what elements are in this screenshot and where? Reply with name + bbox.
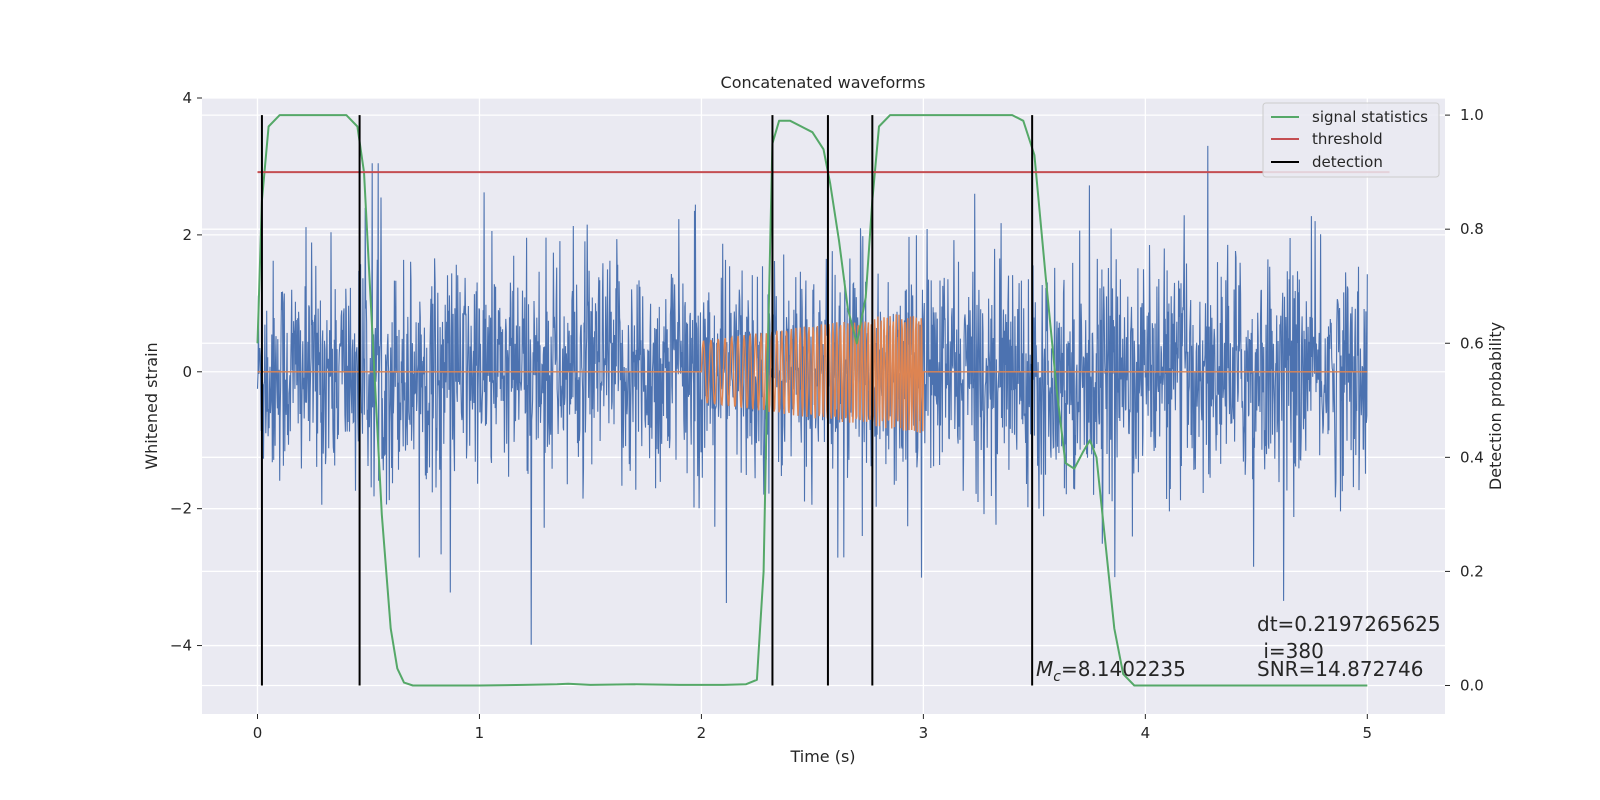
y-left-tick-label: −2 [170,500,192,518]
series-layer [256,114,1390,687]
x-tick-label: 4 [1141,724,1151,742]
snr-annotation: SNR=14.872746 [1257,657,1423,681]
dt-annotation: dt=0.2197265625 [1257,612,1441,636]
y-left-tick-label: 2 [182,226,192,244]
y-right-tick-label: 0.2 [1460,562,1484,580]
y-right-tick-label: 0.6 [1460,334,1484,352]
legend-entry-signal-statistics: signal statistics [1271,108,1428,126]
legend-entry-threshold: threshold [1271,130,1383,148]
x-tick-label: 2 [697,724,707,742]
legend-label: threshold [1312,130,1383,148]
x-axis-label: Time (s) [789,747,855,766]
y-right-tick-label: 0.4 [1460,448,1484,466]
legend-box [1262,102,1440,178]
y-right-tick-label: 0.8 [1460,220,1484,238]
legend: signal statistics threshold detection [1262,102,1440,178]
y-axis-label-left: Whitened strain [142,342,161,469]
x-tick-label: 5 [1363,724,1373,742]
y-left-tick-label: −4 [170,637,192,655]
series-injected-waveform [257,314,1368,433]
y-left-tick-label: 0 [182,363,192,381]
chirp-mass-annotation: Mc=8.1402235 [1036,657,1186,685]
x-tick-label: 0 [253,724,263,742]
annotations: Mc=8.1402235 dt=0.2197265625 i=380 SNR=1… [1036,612,1441,685]
axes: 0 1 2 3 4 5 4 2 0 −2 −4 1.0 0.8 0.6 0.4 0.2 0.0 [170,89,1484,742]
legend-entry-detection: detection [1271,153,1383,171]
y-right-tick-label: 0.0 [1460,676,1484,694]
y-right-tick-label: 1.0 [1460,106,1484,124]
legend-label: detection [1312,153,1383,171]
chart-title: Concatenated waveforms [721,73,926,92]
y-axis-label-right: Detection probability [1486,322,1505,490]
legend-label: signal statistics [1312,108,1428,126]
x-tick-label: 3 [919,724,929,742]
detection-lines [260,115,1034,686]
index-annotation: i=380 [1257,639,1324,663]
x-tick-label: 1 [475,724,485,742]
series-signal-statistics [256,114,1368,687]
y-left-tick-label: 4 [182,89,192,107]
